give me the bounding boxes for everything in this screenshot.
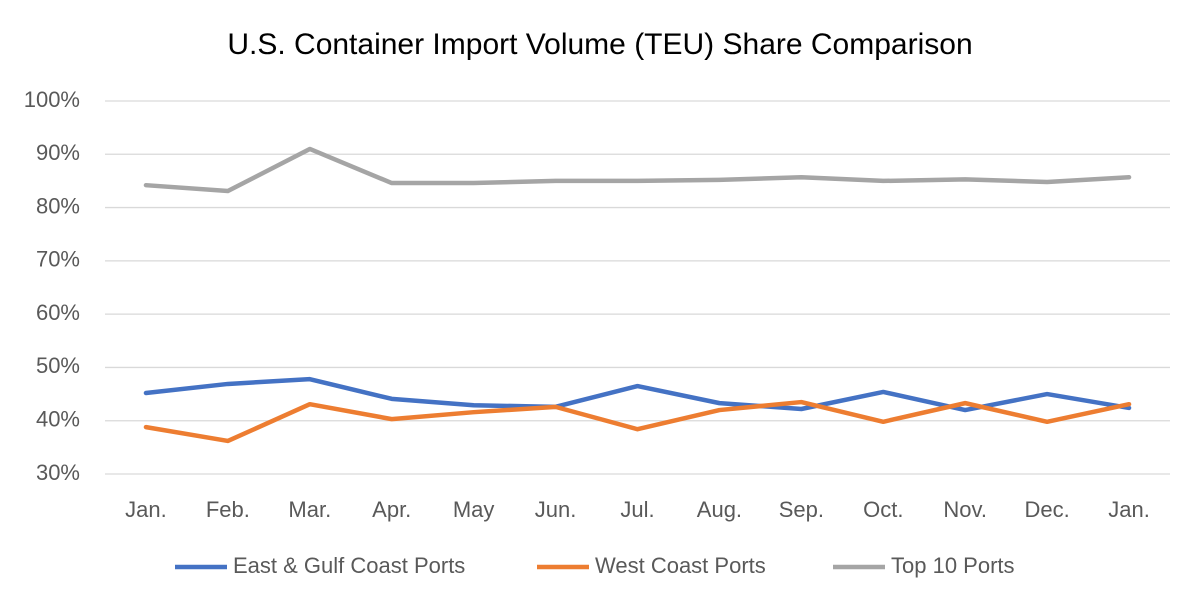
y-tick-label: 80% (36, 193, 80, 218)
x-tick-label: Sep. (779, 497, 824, 522)
x-tick-label: Mar. (288, 497, 331, 522)
x-tick-label: May (453, 497, 495, 522)
y-tick-label: 100% (24, 87, 80, 112)
y-tick-label: 40% (36, 407, 80, 432)
x-tick-label: Oct. (863, 497, 903, 522)
legend-label: Top 10 Ports (891, 553, 1015, 578)
x-tick-label: Apr. (372, 497, 411, 522)
x-tick-label: Dec. (1024, 497, 1069, 522)
series-line (143, 399, 1132, 444)
x-tick-label: Jul. (620, 497, 654, 522)
legend-label: East & Gulf Coast Ports (233, 553, 465, 578)
x-tick-label: Jun. (535, 497, 577, 522)
y-tick-label: 70% (36, 247, 80, 272)
y-tick-label: 30% (36, 460, 80, 485)
x-tick-label: Nov. (943, 497, 987, 522)
y-tick-label: 50% (36, 353, 80, 378)
legend-label: West Coast Ports (595, 553, 766, 578)
x-tick-label: Feb. (206, 497, 250, 522)
series-line (143, 146, 1132, 194)
series-line (143, 376, 1132, 413)
x-tick-label: Aug. (697, 497, 742, 522)
y-tick-label: 90% (36, 140, 80, 165)
x-tick-label: Jan. (125, 497, 167, 522)
y-tick-label: 60% (36, 300, 80, 325)
chart-title: U.S. Container Import Volume (TEU) Share… (227, 28, 972, 61)
x-tick-label: Jan. (1108, 497, 1150, 522)
